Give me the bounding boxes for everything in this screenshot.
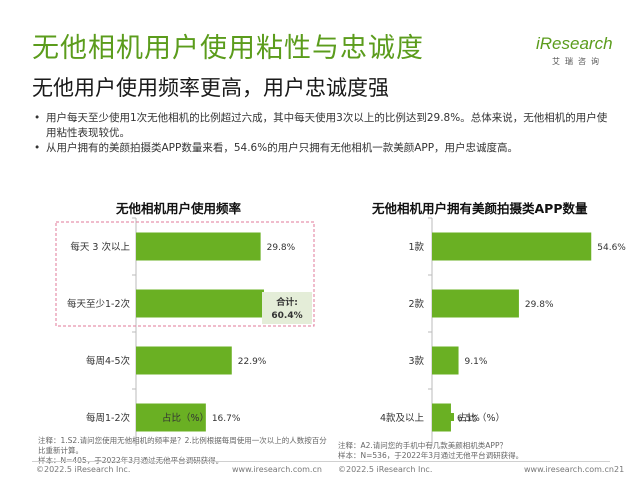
bar	[136, 232, 261, 261]
footer-copyright-left: ©2022.5 iResearch Inc.	[36, 465, 131, 474]
legend-swatch	[446, 413, 454, 421]
category-label: 每天 3 次以上	[70, 241, 130, 253]
legend-label: 占比（%）	[458, 412, 505, 424]
category-label: 每周4-5次	[86, 355, 131, 367]
data-label: 29.8%	[267, 243, 296, 253]
iresearch-logo: iResearch	[536, 34, 613, 54]
chart-title-right: 无他相机用户拥有美颜拍摄类APP数量	[372, 201, 588, 216]
category-label: 4款及以上	[380, 412, 425, 424]
note-line: 样本：N=405，于2022年3月通过无他平台调研获得。	[38, 456, 224, 465]
note-line: 比重新计算。	[38, 446, 83, 455]
bar	[432, 232, 592, 261]
note-line: 注释：A2.请问您的手机中有几款美颜相机类APP？	[338, 441, 507, 450]
data-label: 54.6%	[597, 243, 626, 253]
note-line: 样本：N=536，于2022年3月通过无他平台调研获得。	[338, 451, 524, 460]
note-left: 注释：1.S2.请问您使用无他相机的频率是？2.比例根据每周使用一次以上的人数按…	[38, 436, 328, 466]
logo-subtext: 艾瑞咨询	[552, 57, 604, 66]
note-line: 注释：1.S2.请问您使用无他相机的频率是？2.比例根据每周使用一次以上的人数按…	[38, 436, 327, 445]
bullet-item: 从用户拥有的美颜拍摄类APP数量来看，54.6%的用户只拥有无他相机一款美颜AP…	[32, 141, 612, 156]
bar	[432, 346, 459, 375]
note-right: 注释：A2.请问您的手机中有几款美颜相机类APP？ 样本：N=536，于2022…	[338, 441, 628, 461]
page-number: 21	[614, 465, 625, 474]
footer-divider	[32, 461, 610, 462]
bar	[136, 289, 264, 318]
data-label: 6.5%	[457, 414, 480, 424]
bar	[136, 346, 232, 375]
legend-label: 占比（%）	[162, 412, 209, 424]
page-title: 无他相机用户使用粘性与忠诚度	[32, 33, 424, 64]
logo-text: iResearch	[536, 34, 613, 53]
total-value: 60.4%	[271, 311, 302, 321]
legend-swatch	[150, 413, 158, 421]
footer-copyright-right: ©2022.5 iResearch Inc.	[338, 465, 433, 474]
footer-url-left: www.iresearch.com.cn	[232, 465, 322, 474]
data-label: 22.9%	[238, 357, 267, 367]
summary-bullets: 用户每天至少使用1次无他相机的比例超过六成，其中每天使用3次以上的比例达到29.…	[32, 111, 612, 156]
bullet-item: 用户每天至少使用1次无他相机的比例超过六成，其中每天使用3次以上的比例达到29.…	[32, 111, 612, 141]
bar	[432, 403, 451, 432]
bar	[136, 403, 206, 432]
data-label: 29.8%	[525, 300, 554, 310]
total-badge	[262, 292, 312, 324]
data-label: 9.1%	[465, 357, 488, 367]
category-label: 每天至少1-2次	[67, 298, 131, 310]
category-label: 1款	[408, 241, 424, 253]
highlight-box	[55, 221, 315, 327]
category-label: 每周1-2次	[86, 412, 131, 424]
data-label: 16.7%	[212, 414, 241, 424]
chart-title-left: 无他相机用户使用频率	[116, 201, 242, 216]
category-label: 2款	[408, 298, 424, 310]
page-subtitle: 无他用户使用频率更高，用户忠诚度强	[32, 76, 389, 100]
total-label: 合计:	[276, 296, 298, 308]
bar	[432, 289, 519, 318]
category-label: 3款	[408, 355, 424, 367]
footer-url-right: www.iresearch.com.cn	[524, 465, 614, 474]
